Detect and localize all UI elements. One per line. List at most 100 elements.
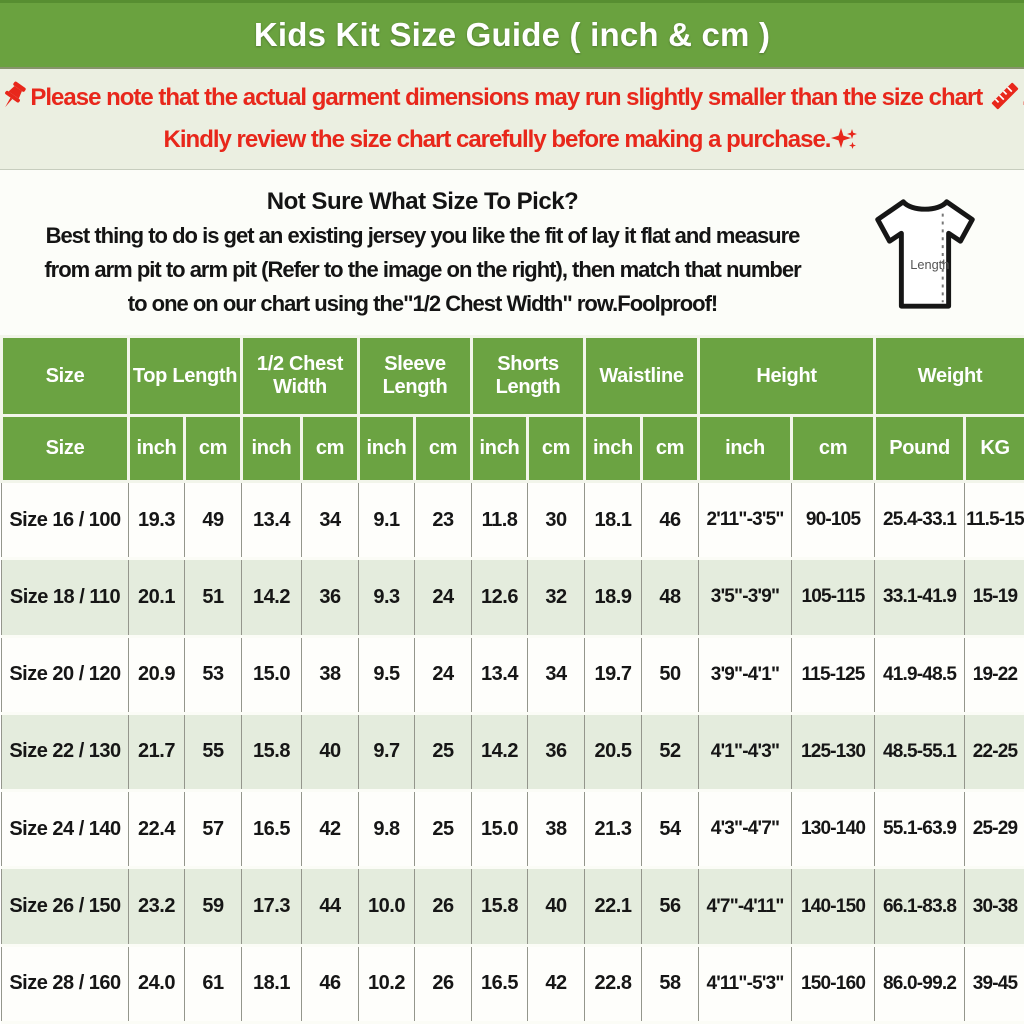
warning-line-1: Please note that the actual garment dime… [0, 77, 1024, 119]
table-cell: 18.1 [241, 943, 302, 1024]
col-subheader: KG [963, 414, 1024, 483]
col-subheader: Size [0, 414, 130, 483]
table-cell: 24.0 [128, 943, 185, 1024]
table-cell: 25.4-33.1 [874, 479, 966, 561]
col-subheader: cm [300, 414, 360, 483]
table-cell: 4'11"-5'3" [698, 943, 793, 1024]
table-cell: 11.8 [471, 479, 529, 561]
table-cell: 48 [641, 557, 700, 638]
table-cell: 40 [301, 711, 359, 793]
table-row: Size 16 / 100 19.3 49 13.4 34 9.1 23 11.… [1, 479, 1024, 561]
table-cell: 42 [527, 943, 586, 1024]
table-cell: 19.3 [128, 479, 185, 561]
table-cell: 18.1 [584, 479, 643, 561]
table-cell: 58 [641, 943, 700, 1024]
table-cell: 30-38 [964, 866, 1024, 947]
table-cell: 4'7"-4'11" [698, 866, 793, 947]
table-cell: 40 [527, 866, 586, 947]
table-cell: 23 [413, 479, 473, 561]
col-group-header: Weight [873, 335, 1024, 417]
table-cell: 9.8 [358, 789, 415, 870]
table-cell: 105-115 [791, 557, 876, 638]
table-cell: 115-125 [791, 634, 876, 715]
table-row: Size 28 / 160 24.0 61 18.1 46 10.2 26 16… [1, 943, 1024, 1024]
sparkles-icon [831, 128, 858, 149]
table-cell: 30 [527, 479, 586, 561]
warning-text-1-end: . [1022, 84, 1024, 111]
warning-text-1: Please note that the actual garment dime… [30, 84, 983, 111]
fit-guide-line-2: from arm pit to arm pit (Refer to the im… [44, 257, 801, 282]
table-cell: 22.1 [584, 866, 643, 947]
table-cell: 44 [301, 866, 359, 947]
table-cell: 130-140 [791, 789, 876, 870]
table-cell: 38 [527, 789, 586, 870]
table-cell: 15-19 [964, 557, 1024, 638]
table-cell: 22.8 [584, 943, 643, 1024]
table-cell: 13.4 [471, 634, 529, 715]
table-cell: 42 [301, 789, 359, 870]
table-cell: 19.7 [584, 634, 643, 715]
table-cell: 15.8 [241, 711, 302, 793]
col-subheader: inch [470, 414, 530, 483]
col-group-header: Height [697, 335, 877, 417]
table-cell: 61 [184, 943, 242, 1024]
table-cell: 12.6 [471, 557, 529, 638]
table-cell: 22.4 [128, 789, 185, 870]
table-cell: 15.8 [471, 866, 529, 947]
col-subheader: cm [412, 414, 474, 483]
size-cell: Size 28 / 160 [1, 943, 129, 1024]
table-cell: 36 [527, 711, 586, 793]
table-cell: 150-160 [791, 943, 876, 1024]
table-cell: 26 [413, 866, 473, 947]
table-cell: 52 [641, 711, 700, 793]
table-cell: 39-45 [964, 943, 1024, 1024]
table-cell: 125-130 [791, 711, 876, 793]
table-cell: 24 [413, 634, 473, 715]
table-cell: 21.3 [584, 789, 643, 870]
table-cell: 10.2 [358, 943, 415, 1024]
table-cell: 48.5-55.1 [874, 711, 966, 793]
table-row: Size 26 / 150 23.2 59 17.3 44 10.0 26 15… [1, 866, 1024, 947]
ruler-icon [991, 82, 1019, 110]
table-cell: 86.0-99.2 [874, 943, 966, 1024]
table-cell: 4'3"-4'7" [698, 789, 793, 870]
table-cell: 41.9-48.5 [874, 634, 966, 715]
table-cell: 17.3 [241, 866, 302, 947]
table-cell: 54 [641, 789, 700, 870]
table-cell: 50 [641, 634, 700, 715]
table-cell: 24 [413, 557, 473, 638]
table-cell: 9.1 [358, 479, 415, 561]
col-subheader: inch [127, 414, 186, 483]
table-cell: 46 [301, 943, 359, 1024]
table-cell: 26 [413, 943, 473, 1024]
warning-line-2: Kindly review the size chart carefully b… [164, 119, 861, 161]
pushpin-icon [5, 81, 27, 108]
table-cell: 16.5 [471, 943, 529, 1024]
fit-guide-section: Not Sure What Size To Pick? Best thing t… [0, 170, 1024, 335]
table-cell: 10.0 [358, 866, 415, 947]
table-cell: 9.7 [358, 711, 415, 793]
header-unit-row: Size inch cm inch cm inch cm inch cm inc… [0, 414, 1024, 483]
header-group-row: Size Top Length 1/2 Chest Width Sleeve L… [0, 335, 1024, 417]
table-cell: 25 [413, 789, 473, 870]
col-group-header: Sleeve Length [356, 335, 474, 417]
table-cell: 20.1 [128, 557, 185, 638]
size-cell: Size 24 / 140 [1, 789, 129, 870]
size-cell: Size 18 / 110 [1, 557, 129, 638]
table-cell: 18.9 [584, 557, 643, 638]
col-subheader: cm [526, 414, 587, 483]
table-cell: 36 [301, 557, 359, 638]
table-cell: 25-29 [964, 789, 1024, 870]
table-cell: 56 [641, 866, 700, 947]
table-cell: 19-22 [964, 634, 1024, 715]
table-row: Size 18 / 110 20.1 51 14.2 36 9.3 24 12.… [1, 557, 1024, 638]
table-cell: 15.0 [241, 634, 302, 715]
page-title: Kids Kit Size Guide ( inch & cm ) [253, 16, 771, 53]
table-cell: 21.7 [128, 711, 185, 793]
table-row: Size 24 / 140 22.4 57 16.5 42 9.8 25 15.… [1, 789, 1024, 870]
warning-text-2: Kindly review the size chart carefully b… [163, 126, 832, 153]
fit-guide-line-1: Best thing to do is get an existing jers… [45, 223, 801, 248]
table-row: Size 22 / 130 21.7 55 15.8 40 9.7 25 14.… [1, 711, 1024, 793]
table-cell: 90-105 [791, 479, 876, 561]
